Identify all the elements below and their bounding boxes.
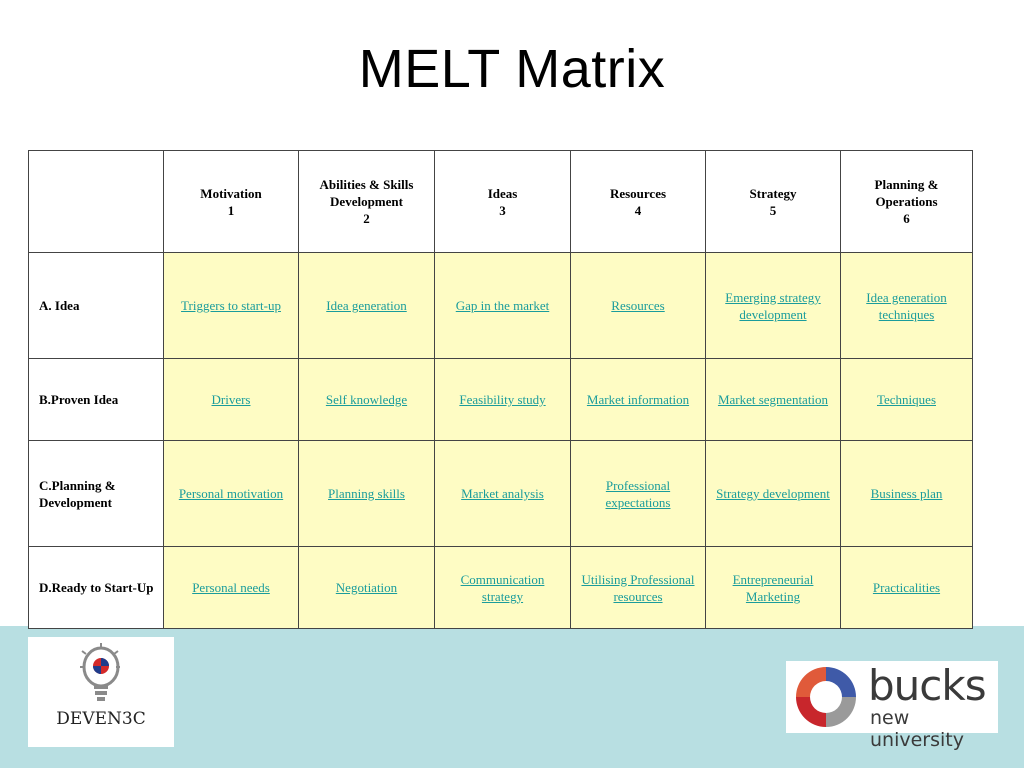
bucks-swirl-icon — [796, 667, 856, 727]
table-row: C.Planning & Development Personal motiva… — [28, 440, 973, 547]
matrix-link[interactable]: Idea generation — [326, 298, 407, 313]
column-header: Motivation 1 — [163, 150, 299, 253]
matrix-link[interactable]: Utilising Professional resources — [581, 571, 695, 604]
matrix-link[interactable]: Communication strategy — [460, 571, 545, 604]
matrix-link[interactable]: Market segmentation — [717, 392, 829, 407]
matrix-link[interactable]: Entrepreneurial Marketing — [732, 571, 814, 604]
column-header: Resources 4 — [570, 150, 706, 253]
corner-cell — [28, 150, 164, 253]
row-header: B.Proven Idea — [28, 358, 164, 441]
table-row: B.Proven Idea Drivers Self knowledge Fea… — [28, 358, 973, 441]
matrix-link[interactable]: Techniques — [876, 392, 936, 407]
matrix-link[interactable]: Triggers to start-up — [181, 298, 281, 313]
matrix-link[interactable]: Personal motivation — [178, 486, 284, 501]
table-row: D.Ready to Start-Up Personal needs Negot… — [28, 546, 973, 629]
matrix-link[interactable]: Idea generation techniques — [866, 289, 947, 322]
matrix-link[interactable]: Planning skills — [328, 486, 405, 501]
bucks-logo: bucks new university — [786, 661, 998, 751]
matrix-link[interactable]: Emerging strategy development — [725, 289, 821, 322]
column-header: Planning & Operations 6 — [840, 150, 973, 253]
matrix-link[interactable]: Negotiation — [335, 580, 398, 595]
matrix-link[interactable]: Practicalities — [872, 580, 941, 595]
matrix-link[interactable]: Market analysis — [461, 486, 544, 501]
matrix-link[interactable]: Feasibility study — [459, 392, 546, 407]
header-row: Motivation 1 Abilities & Skills Developme… — [28, 150, 973, 253]
matrix-link[interactable]: Personal needs — [192, 580, 270, 595]
column-header: Strategy 5 — [705, 150, 841, 253]
matrix-link[interactable]: Strategy development — [716, 486, 830, 501]
table-row: A. Idea Triggers to start-up Idea genera… — [28, 252, 973, 359]
matrix-link[interactable]: Market information — [586, 392, 690, 407]
row-header: A. Idea — [28, 252, 164, 359]
matrix-link[interactable]: Self knowledge — [325, 392, 408, 407]
matrix-link[interactable]: Drivers — [211, 392, 251, 407]
bucks-subtitle: new university — [870, 707, 964, 751]
deven3c-logo: DEVEN3C — [28, 637, 174, 747]
page-title: MELT Matrix — [358, 39, 666, 99]
matrix-link[interactable]: Resources — [611, 298, 665, 313]
lightbulb-icon — [80, 643, 120, 701]
row-header: C.Planning & Development — [28, 440, 164, 547]
column-header: Abilities & Skills Development 2 — [298, 150, 435, 253]
row-header: D.Ready to Start-Up — [28, 546, 164, 629]
bucks-wordmark: bucks — [868, 661, 987, 710]
matrix-link[interactable]: Business plan — [870, 486, 943, 501]
matrix-link[interactable]: Gap in the market — [455, 298, 550, 313]
deven3c-wordmark: DEVEN3C — [56, 709, 146, 729]
matrix-link[interactable]: Professional expectations — [605, 477, 671, 510]
column-header: Ideas 3 — [434, 150, 571, 253]
melt-matrix-table: Motivation 1 Abilities & Skills Developme… — [28, 150, 973, 629]
